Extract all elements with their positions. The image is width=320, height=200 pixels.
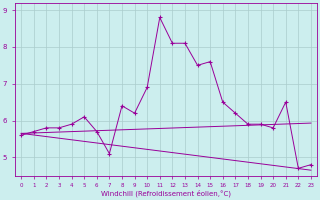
X-axis label: Windchill (Refroidissement éolien,°C): Windchill (Refroidissement éolien,°C) <box>101 190 231 197</box>
